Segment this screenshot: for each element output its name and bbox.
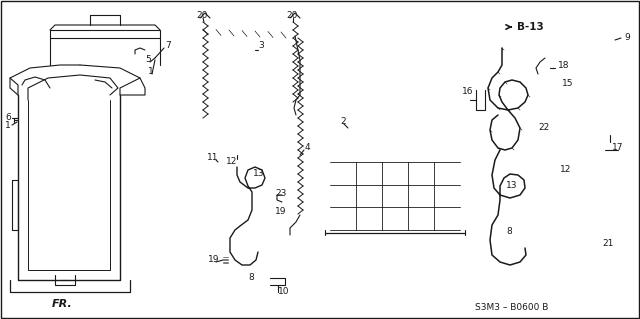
Bar [530, 80, 560, 98]
Circle shape [478, 23, 486, 31]
Text: 23: 23 [275, 189, 286, 198]
Bar [508, 230, 523, 240]
Circle shape [477, 92, 483, 98]
Circle shape [596, 244, 604, 252]
Circle shape [365, 109, 369, 113]
Text: 20: 20 [196, 11, 207, 20]
Circle shape [511, 231, 519, 239]
Text: 1: 1 [5, 121, 11, 130]
Circle shape [536, 126, 544, 134]
Text: 19: 19 [208, 256, 220, 264]
Text: 22: 22 [538, 123, 549, 132]
Bar [251, 273, 261, 283]
Circle shape [602, 142, 618, 158]
Text: 20: 20 [286, 11, 298, 20]
Bar [470, 35, 625, 290]
Polygon shape [203, 28, 295, 50]
Circle shape [282, 192, 288, 198]
Bar [330, 125, 460, 230]
Text: 10: 10 [278, 287, 289, 296]
Text: 4: 4 [305, 144, 310, 152]
Circle shape [233, 159, 241, 167]
Circle shape [545, 53, 555, 63]
Text: B-13: B-13 [517, 22, 544, 32]
Circle shape [200, 13, 210, 23]
Circle shape [290, 13, 300, 23]
Text: 13: 13 [253, 169, 264, 179]
Text: 12: 12 [226, 158, 237, 167]
Text: 12: 12 [560, 166, 572, 174]
Text: FR.: FR. [52, 299, 73, 309]
Text: 21: 21 [602, 240, 613, 249]
Polygon shape [460, 97, 495, 230]
Circle shape [551, 166, 559, 174]
Circle shape [251, 273, 261, 283]
Text: 19: 19 [275, 207, 287, 217]
Circle shape [223, 255, 233, 265]
Text: 11: 11 [207, 153, 218, 162]
Text: 17: 17 [612, 144, 623, 152]
Text: S3M3 – B0600 B: S3M3 – B0600 B [476, 303, 548, 313]
Circle shape [131, 54, 139, 62]
Text: 8: 8 [506, 227, 512, 236]
Text: 16: 16 [462, 87, 474, 97]
Text: 5: 5 [145, 56, 151, 64]
Text: 15: 15 [562, 78, 573, 87]
Circle shape [452, 106, 462, 116]
Text: 8: 8 [248, 273, 253, 283]
Circle shape [281, 211, 289, 219]
Bar [345, 133, 445, 162]
Circle shape [99, 14, 111, 26]
Text: 3: 3 [258, 41, 264, 50]
Circle shape [286, 46, 294, 54]
Circle shape [252, 172, 258, 178]
Text: 9: 9 [624, 33, 630, 42]
Text: 18: 18 [558, 61, 570, 70]
Text: 13: 13 [506, 182, 518, 190]
Bar [218, 155, 316, 300]
Circle shape [151, 51, 159, 59]
Polygon shape [8, 292, 50, 307]
Text: 2: 2 [340, 117, 346, 127]
Bar [473, 15, 508, 40]
Circle shape [512, 185, 518, 191]
Text: 6: 6 [5, 114, 11, 122]
Polygon shape [330, 97, 495, 125]
Text: 7: 7 [165, 41, 171, 49]
Circle shape [474, 123, 480, 129]
Circle shape [17, 115, 27, 125]
Text: 1: 1 [148, 68, 154, 77]
Circle shape [455, 109, 459, 113]
Circle shape [362, 106, 372, 116]
